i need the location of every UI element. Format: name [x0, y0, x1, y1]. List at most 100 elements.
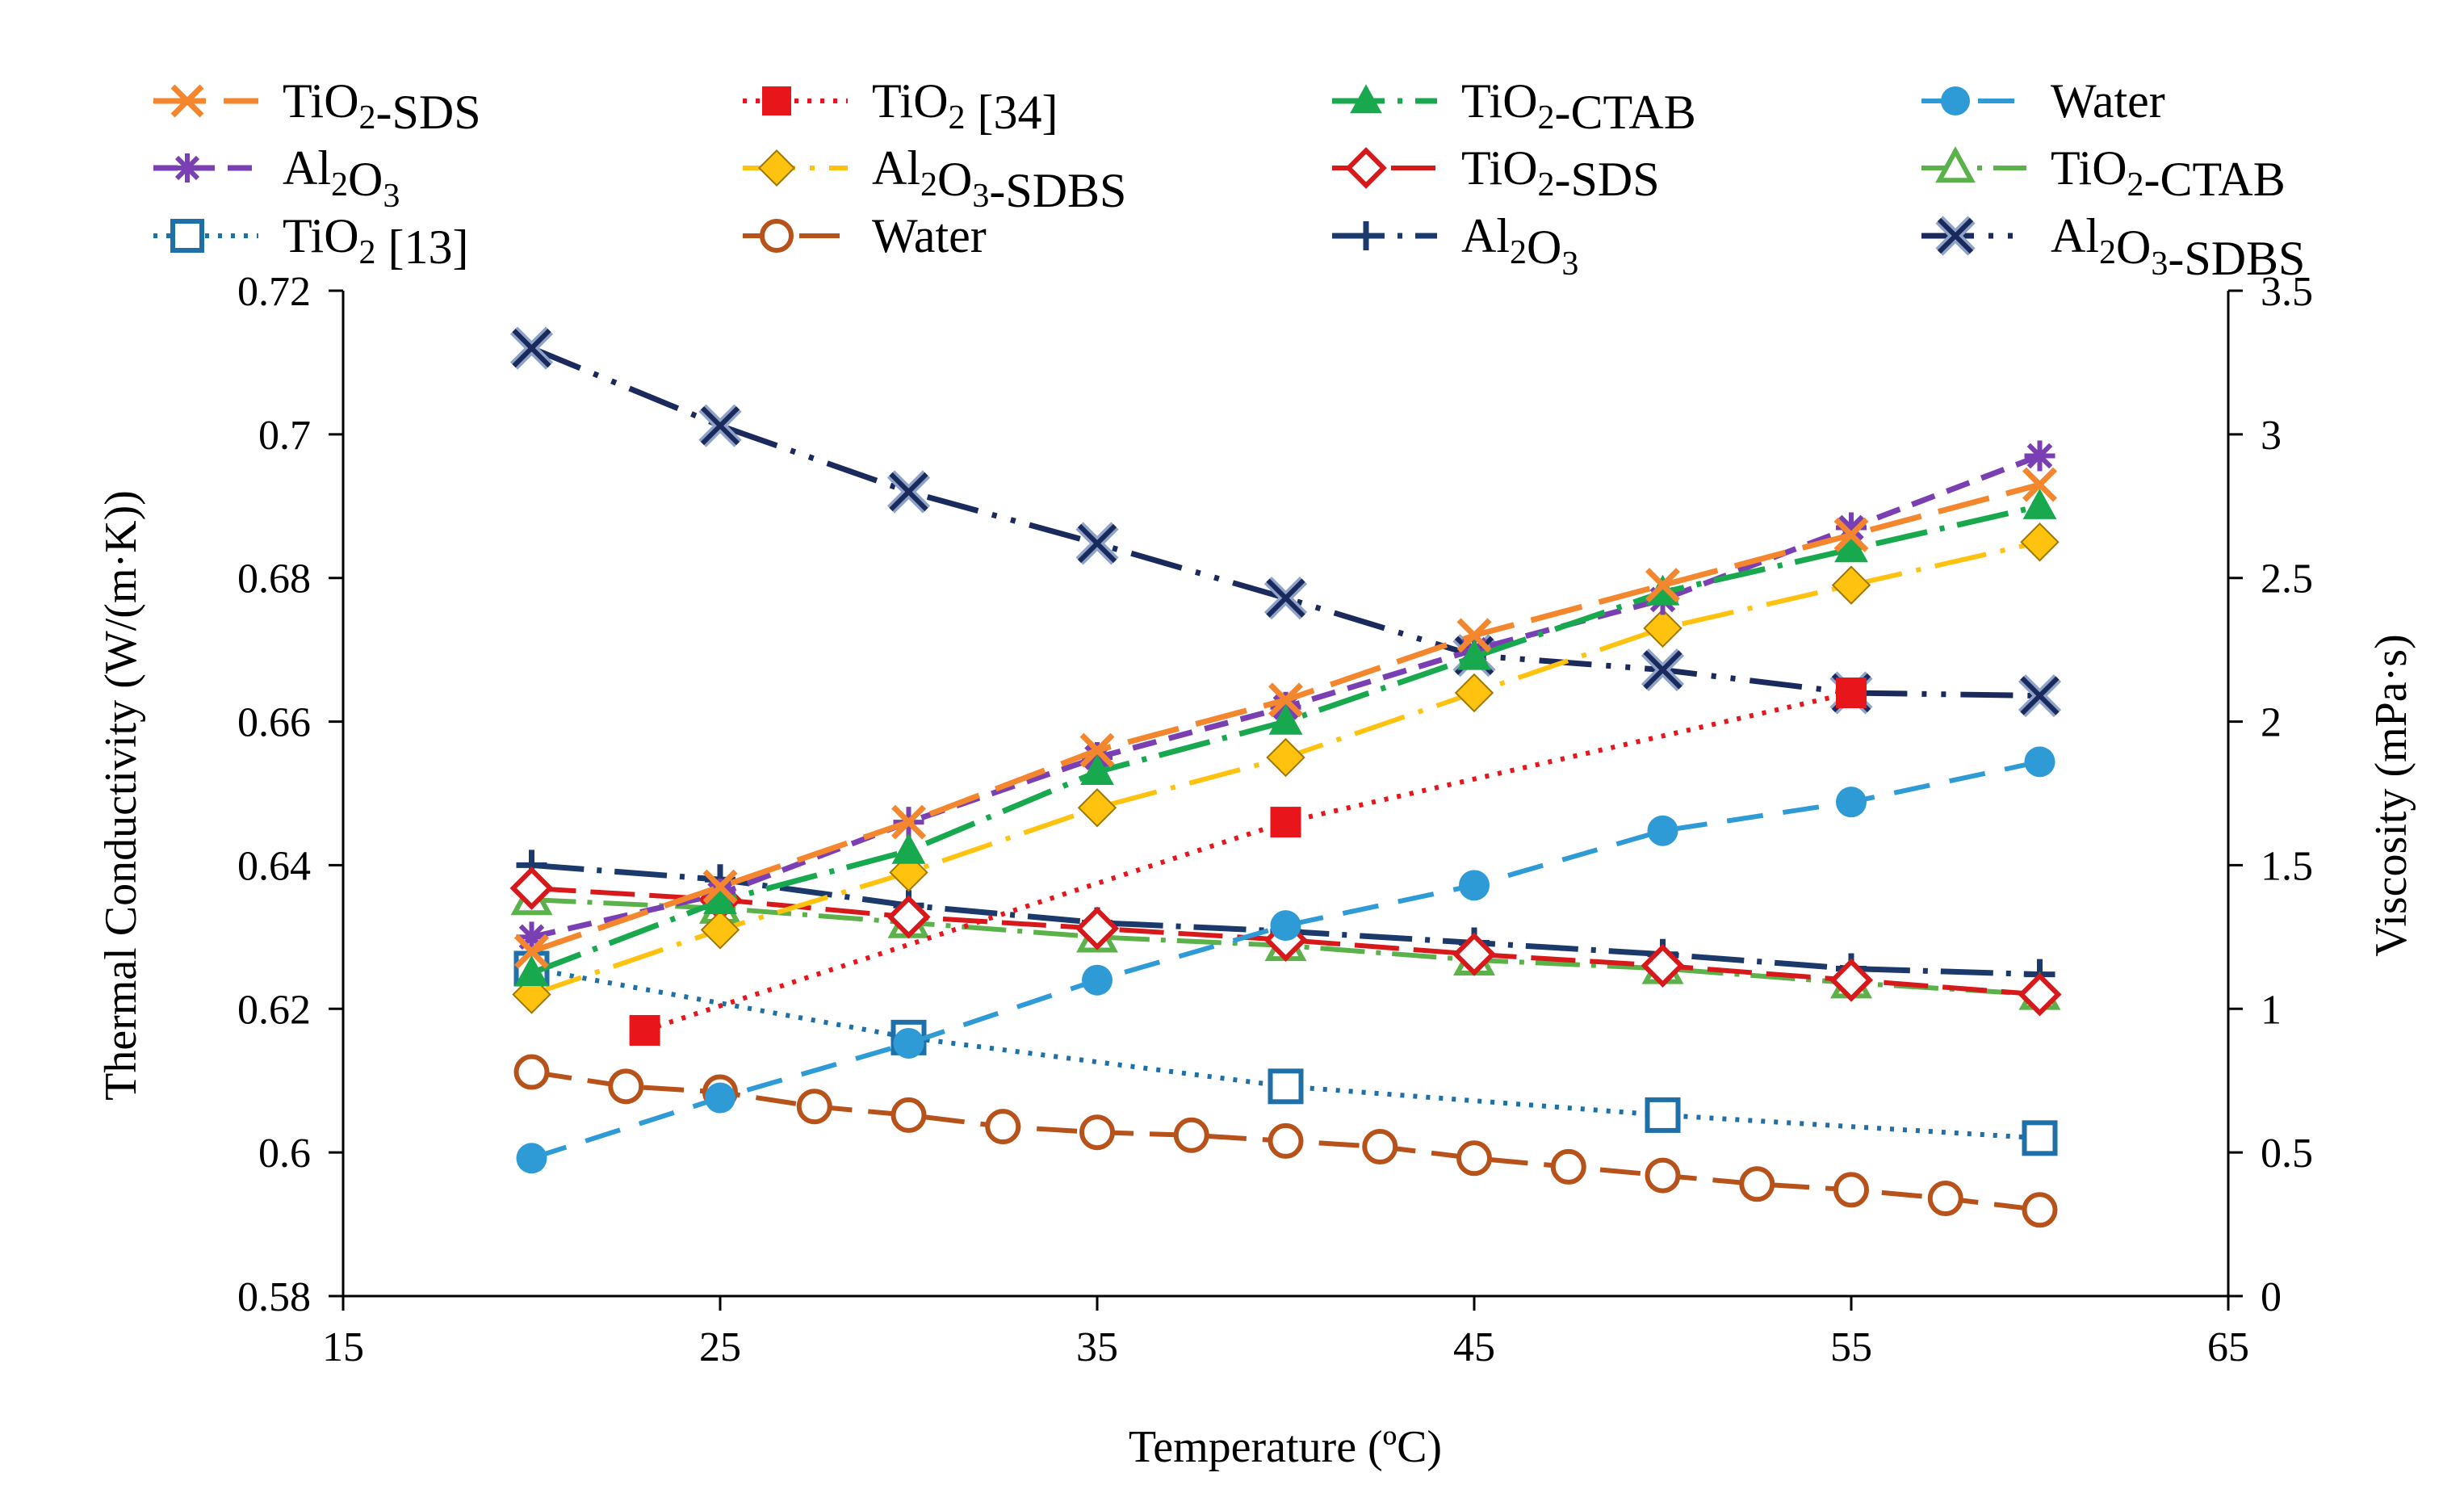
data-point	[512, 975, 551, 1014]
legend-entry: Water	[1921, 74, 2165, 128]
x-axis-ticks: 15 25 35 45 55 65	[322, 1296, 2249, 1370]
data-point	[1079, 732, 1115, 768]
data-point	[1270, 807, 1301, 838]
data-point	[2024, 746, 2055, 778]
data-point	[170, 84, 204, 118]
series-0	[514, 467, 2057, 969]
plot-area: 15 25 35 45 55 65 0.580.60.620.640.660.680.70…	[237, 269, 2313, 1370]
series-line	[530, 345, 2040, 699]
data-point	[1075, 906, 1120, 950]
data-point	[509, 326, 554, 370]
data-point	[1941, 86, 1970, 115]
data-point	[1836, 678, 1867, 708]
data-point	[1454, 673, 1494, 713]
left-axis-title: Thermal Conductivity (W/(m·K))	[96, 490, 146, 1101]
data-point	[1829, 958, 1874, 1002]
data-point	[514, 954, 549, 986]
data-point	[891, 833, 926, 864]
data-point	[893, 1027, 924, 1059]
right-axis-ticks: 0 0.5 1 1.5 2 2.5 3 3.5	[2228, 269, 2313, 1320]
series-line	[530, 759, 2041, 1161]
data-point	[762, 86, 791, 115]
data-point	[1082, 964, 1113, 996]
left-tick-label: 0.7	[258, 413, 311, 459]
data-point	[796, 1089, 832, 1125]
data-point	[2018, 673, 2062, 718]
data-point	[1645, 568, 1680, 603]
legend-label: TiO2-CTAB	[2051, 141, 2286, 206]
data-point	[702, 869, 738, 904]
data-point	[1268, 703, 1303, 735]
data-point	[1079, 1114, 1115, 1151]
data-point	[1268, 1068, 1304, 1105]
data-point	[700, 910, 740, 950]
data-point-core	[700, 406, 740, 446]
legend: TiO2-SDS TiO2 [34] TiO2-CTAB Water Al2O3 Al2O…	[153, 74, 2305, 285]
data-point	[698, 404, 742, 447]
left-tick-label: 0.62	[237, 987, 311, 1033]
legend-label: Al2O3-SDBS	[2051, 209, 2305, 285]
series-6	[509, 866, 2062, 1017]
data-point	[1459, 870, 1490, 901]
data-point	[629, 1014, 660, 1046]
data-point	[703, 883, 737, 915]
right-tick-label: 1	[2261, 987, 2282, 1033]
data-point	[1833, 517, 1869, 552]
data-point	[1643, 608, 1682, 648]
data-point	[1075, 522, 1119, 565]
data-point	[516, 1143, 547, 1174]
series-11	[509, 326, 2062, 718]
right-tick-label: 2.5	[2261, 556, 2313, 602]
right-tick-label: 3	[2261, 413, 2282, 459]
data-point-core	[1937, 217, 1974, 254]
data-point	[757, 149, 796, 187]
data-point	[1268, 682, 1303, 718]
legend-label: Water	[872, 209, 987, 262]
data-point	[1645, 1157, 1681, 1194]
data-point	[2022, 1120, 2058, 1156]
data-point	[1935, 216, 1976, 256]
data-point-core	[1643, 650, 1682, 690]
legend-entry: TiO2-CTAB	[1332, 74, 1696, 139]
data-point	[2018, 972, 2062, 1017]
legend-entry: Water	[743, 209, 987, 262]
data-point	[509, 866, 554, 910]
right-tick-label: 0	[2261, 1274, 2282, 1320]
data-point	[1173, 1117, 1209, 1153]
data-point	[1833, 1172, 1869, 1208]
data-point-core	[1266, 578, 1305, 618]
series-9	[513, 1054, 2058, 1228]
legend-entry: TiO2-SDS	[153, 74, 481, 139]
data-point	[1457, 639, 1491, 670]
right-tick-label: 0.5	[2261, 1131, 2313, 1177]
legend-entry: Al2O3-SDBS	[1921, 209, 2305, 285]
legend-entry: TiO2 [13]	[153, 209, 469, 274]
data-point	[1350, 84, 1382, 114]
legend-entry: TiO2-SDS	[1332, 141, 1660, 206]
legend-label: TiO2-CTAB	[1461, 74, 1696, 139]
series-3	[516, 746, 2055, 1174]
data-point	[760, 219, 794, 253]
data-point	[1831, 565, 1871, 605]
right-tick-label: 1.5	[2261, 843, 2313, 889]
legend-entry: Al2O3-SDBS	[743, 141, 1126, 217]
legend-label: TiO2 [13]	[283, 209, 469, 274]
data-point	[1362, 1129, 1398, 1165]
right-tick-label: 2	[2261, 700, 2282, 746]
data-point	[513, 1054, 550, 1090]
data-point	[1836, 787, 1867, 818]
data-point	[1077, 788, 1117, 828]
data-point	[1268, 1122, 1304, 1159]
series-line	[531, 885, 2040, 997]
data-point	[1647, 815, 1678, 846]
data-point	[2022, 467, 2057, 502]
data-point	[1645, 1097, 1681, 1133]
x-tick-label: 65	[2207, 1324, 2249, 1370]
data-point	[1456, 1140, 1492, 1177]
data-point	[886, 470, 931, 514]
data-point	[1270, 910, 1301, 942]
legend-entry: Al2O3	[153, 141, 400, 215]
data-point	[1836, 512, 1867, 543]
data-point	[608, 1068, 644, 1105]
